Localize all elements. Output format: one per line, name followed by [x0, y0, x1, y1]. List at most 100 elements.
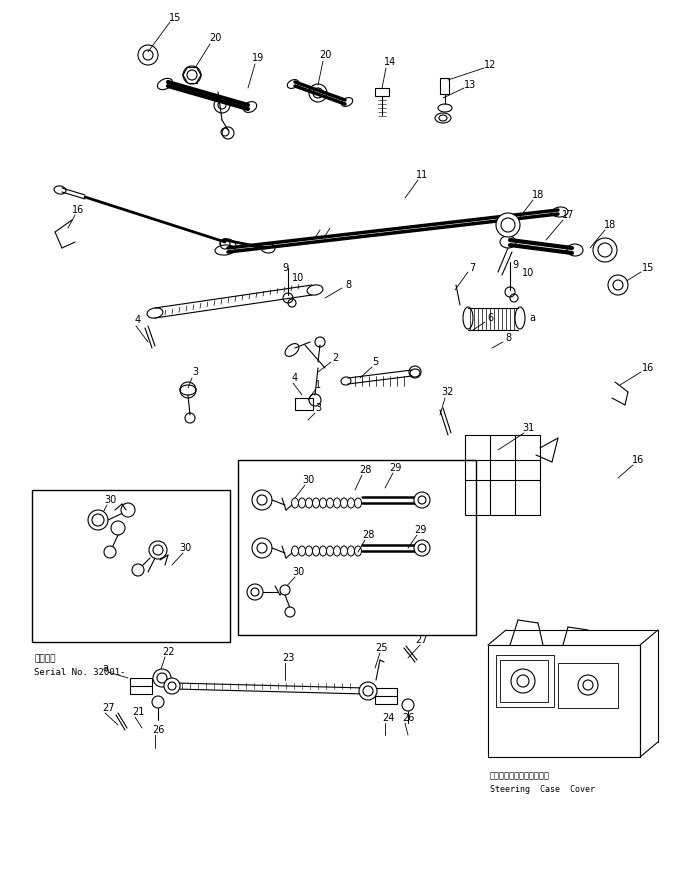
Text: 30: 30	[292, 567, 304, 577]
Circle shape	[593, 238, 617, 262]
Circle shape	[608, 275, 628, 295]
Ellipse shape	[463, 307, 473, 329]
Circle shape	[578, 675, 598, 695]
Text: 12: 12	[483, 60, 496, 70]
Text: 9: 9	[282, 263, 288, 273]
Text: 32: 32	[442, 387, 454, 397]
Text: 26: 26	[402, 713, 414, 723]
Ellipse shape	[567, 244, 583, 256]
Circle shape	[414, 492, 430, 508]
Text: 15: 15	[169, 13, 181, 23]
Circle shape	[88, 510, 108, 530]
Text: 21: 21	[132, 707, 144, 717]
Bar	[375, 88, 389, 96]
Ellipse shape	[341, 498, 347, 508]
Ellipse shape	[243, 101, 256, 112]
Circle shape	[252, 490, 272, 510]
Ellipse shape	[299, 498, 305, 508]
Ellipse shape	[147, 308, 163, 318]
Ellipse shape	[305, 498, 313, 508]
Ellipse shape	[347, 498, 354, 508]
Text: 16: 16	[632, 455, 644, 465]
Circle shape	[149, 541, 167, 559]
Text: 20: 20	[319, 50, 331, 60]
Text: 5: 5	[372, 357, 378, 367]
Circle shape	[153, 669, 171, 687]
Bar	[295, 398, 313, 410]
Bar	[465, 435, 540, 515]
Bar	[375, 688, 397, 704]
Circle shape	[359, 682, 377, 700]
Text: 22: 22	[162, 647, 174, 657]
Ellipse shape	[320, 498, 326, 508]
Text: 16: 16	[642, 363, 654, 373]
Text: 18: 18	[604, 220, 616, 230]
Bar	[500, 660, 548, 702]
Text: 20: 20	[209, 33, 221, 43]
Text: 2: 2	[332, 353, 338, 363]
Text: 4: 4	[135, 315, 141, 325]
Ellipse shape	[347, 546, 354, 556]
Text: a: a	[102, 663, 108, 673]
Text: 1: 1	[315, 380, 321, 390]
Ellipse shape	[500, 236, 516, 248]
Ellipse shape	[299, 546, 305, 556]
Text: 15: 15	[642, 263, 654, 273]
Ellipse shape	[341, 377, 351, 385]
Ellipse shape	[410, 369, 420, 377]
Circle shape	[511, 669, 535, 693]
Ellipse shape	[341, 546, 347, 556]
Circle shape	[496, 213, 520, 237]
Bar	[238, 460, 476, 635]
Circle shape	[164, 678, 180, 694]
Bar	[488, 645, 640, 757]
Text: 3: 3	[315, 403, 321, 413]
Text: 16: 16	[72, 205, 84, 215]
Ellipse shape	[326, 498, 333, 508]
Text: 28: 28	[362, 530, 374, 540]
Text: 23: 23	[282, 653, 294, 663]
Ellipse shape	[333, 498, 341, 508]
Circle shape	[132, 564, 144, 576]
Ellipse shape	[313, 546, 320, 556]
Text: 10: 10	[292, 273, 304, 283]
Ellipse shape	[333, 546, 341, 556]
Ellipse shape	[288, 79, 299, 88]
Ellipse shape	[341, 98, 353, 107]
Ellipse shape	[158, 78, 173, 90]
Text: a: a	[529, 313, 535, 323]
Ellipse shape	[292, 498, 299, 508]
Text: 18: 18	[532, 190, 544, 200]
Text: 8: 8	[345, 280, 351, 290]
Text: 29: 29	[389, 463, 401, 473]
Text: 24: 24	[381, 713, 394, 723]
Text: 26: 26	[152, 725, 164, 735]
Text: 30: 30	[302, 475, 314, 485]
Ellipse shape	[180, 385, 196, 395]
Circle shape	[104, 546, 116, 558]
Bar	[496, 655, 554, 707]
Text: 28: 28	[359, 465, 371, 475]
Text: 3: 3	[192, 367, 198, 377]
Text: 25: 25	[376, 643, 388, 653]
Text: 適用号第: 適用号第	[34, 654, 56, 663]
Text: 30: 30	[179, 543, 191, 553]
Ellipse shape	[292, 546, 299, 556]
Text: Serial No. 32001-: Serial No. 32001-	[34, 668, 125, 677]
Ellipse shape	[220, 239, 236, 249]
Text: 14: 14	[384, 57, 396, 67]
Text: 17: 17	[562, 210, 574, 220]
Ellipse shape	[326, 546, 333, 556]
Circle shape	[280, 585, 290, 595]
Ellipse shape	[305, 546, 313, 556]
Text: 13: 13	[464, 80, 476, 90]
Text: 29: 29	[414, 525, 426, 535]
Ellipse shape	[54, 186, 66, 194]
Text: 31: 31	[522, 423, 534, 433]
Ellipse shape	[215, 245, 235, 255]
Circle shape	[414, 540, 430, 556]
Ellipse shape	[285, 344, 299, 356]
Circle shape	[121, 503, 135, 517]
Circle shape	[285, 607, 295, 617]
Ellipse shape	[515, 307, 525, 329]
